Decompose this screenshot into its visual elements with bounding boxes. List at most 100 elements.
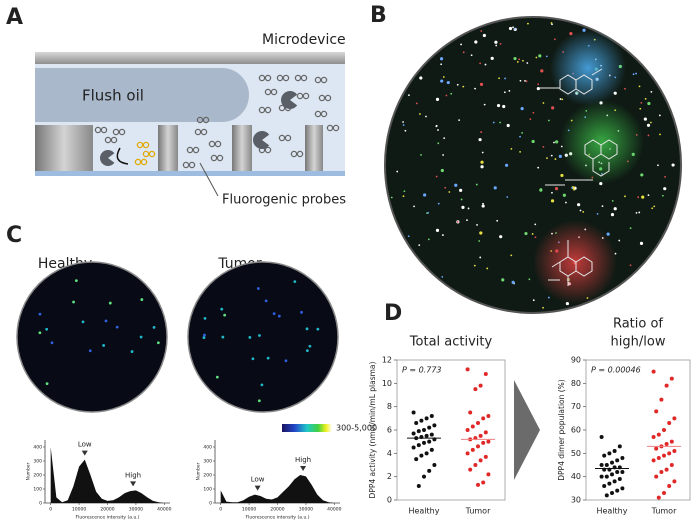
- dot: [465, 428, 470, 432]
- spot: [256, 287, 260, 290]
- probe: [110, 136, 118, 144]
- dot: [656, 456, 661, 460]
- spot: [657, 164, 659, 167]
- probe: [104, 136, 112, 144]
- spot: [220, 307, 224, 311]
- spot: [554, 187, 559, 191]
- spot: [558, 154, 562, 159]
- spot: [104, 319, 108, 323]
- spot: [266, 356, 270, 360]
- spot: [435, 97, 440, 101]
- spot: [415, 102, 418, 105]
- probe: [264, 74, 272, 82]
- probe: [332, 124, 340, 132]
- spot: [640, 101, 643, 104]
- spot: [534, 236, 537, 239]
- spot: [611, 199, 614, 202]
- spot: [516, 61, 519, 63]
- spot: [650, 90, 653, 93]
- spot: [504, 77, 506, 80]
- dot: [667, 421, 672, 425]
- spot: [562, 193, 566, 197]
- dot: [607, 481, 612, 486]
- spot: [272, 312, 276, 316]
- y-axis-label: Number: [26, 462, 32, 480]
- spot: [511, 280, 515, 284]
- y-tick-label: 40: [571, 472, 581, 481]
- spot: [442, 234, 444, 236]
- dot: [432, 423, 437, 428]
- spot: [492, 121, 495, 124]
- dot: [473, 463, 478, 467]
- probe: [140, 158, 148, 166]
- y-tick-label: 200: [203, 473, 212, 479]
- spot: [408, 94, 410, 97]
- spot: [637, 196, 640, 199]
- spot: [461, 205, 465, 209]
- dot: [476, 444, 480, 449]
- spot: [502, 104, 506, 109]
- dot: [422, 440, 426, 445]
- x-tick-label: Tumor: [651, 507, 677, 516]
- array-image: [16, 261, 168, 413]
- spot: [203, 316, 207, 320]
- enzyme: [281, 91, 298, 109]
- spot: [548, 119, 550, 122]
- dot: [476, 421, 480, 425]
- spot: [510, 254, 513, 257]
- dot: [470, 424, 475, 429]
- dot: [473, 387, 478, 392]
- spot: [542, 306, 544, 309]
- spot: [519, 79, 522, 82]
- y-tick-label: 0: [209, 501, 212, 507]
- spot: [470, 54, 473, 57]
- dot: [414, 457, 419, 462]
- spot: [520, 107, 524, 111]
- spot: [624, 87, 626, 90]
- spot: [534, 223, 537, 226]
- spot: [390, 196, 393, 199]
- probe: [142, 150, 150, 158]
- marker-label: Low: [251, 476, 265, 484]
- probe: [216, 154, 224, 162]
- dot: [411, 410, 416, 415]
- probe: [278, 104, 286, 112]
- spot: [551, 191, 553, 194]
- spot: [38, 312, 42, 316]
- label: Fluorogenic probes: [222, 193, 346, 208]
- spot: [102, 344, 106, 347]
- probe: [290, 150, 298, 158]
- spot: [480, 165, 484, 169]
- spot: [479, 256, 482, 259]
- spot: [638, 211, 641, 214]
- spot: [446, 80, 450, 85]
- spot: [646, 123, 651, 127]
- x-tick-label: 20000: [270, 507, 284, 513]
- dot: [486, 472, 491, 477]
- spot: [524, 231, 528, 236]
- spot: [508, 26, 513, 31]
- probe: [282, 74, 290, 82]
- spot: [496, 103, 501, 108]
- dot: [656, 495, 661, 500]
- dot: [468, 410, 473, 415]
- dot: [478, 458, 483, 463]
- spot: [493, 186, 497, 190]
- spot: [420, 154, 422, 156]
- spot: [425, 115, 427, 118]
- y-tick-label: 100: [33, 487, 42, 493]
- probe: [264, 146, 272, 154]
- x-tick-label: Healthy: [408, 507, 439, 516]
- spot: [532, 111, 535, 114]
- y-tick-label: 80: [571, 379, 581, 388]
- glow: [560, 100, 644, 184]
- spot: [635, 212, 638, 214]
- dot: [610, 472, 614, 477]
- dot: [432, 463, 437, 467]
- label: Microdevice: [262, 32, 346, 48]
- spot: [476, 224, 478, 226]
- spot: [443, 137, 446, 140]
- spot: [419, 76, 423, 80]
- dot: [427, 425, 432, 430]
- dot: [411, 431, 416, 436]
